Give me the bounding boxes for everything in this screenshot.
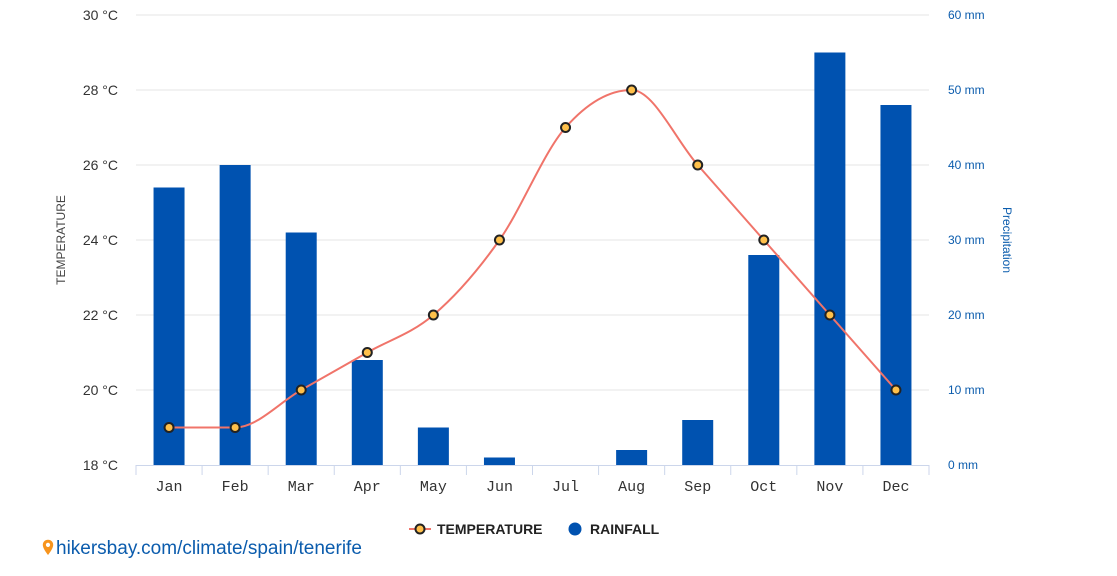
temperature-point-mar [295,384,307,396]
y-left-tick-label: 18 °C [83,457,118,473]
y-axis-right: 0 mm 10 mm 20 mm 30 mm 40 mm 50 mm 60 mm [948,8,985,472]
temperature-point-feb [229,422,241,433]
rainfall-bars [153,52,912,465]
x-tick-label: Feb [222,479,249,496]
y-right-tick-label: 60 mm [948,8,985,22]
y-right-tick-label: 50 mm [948,83,985,97]
temperature-point-dec [890,384,902,396]
x-tick-label: Sep [684,479,711,496]
grid-lines [136,14,929,391]
temperature-line-group [163,84,902,433]
y-axis-left: 18 °C 20 °C 22 °C 24 °C 26 °C 28 °C 30 °C [83,7,118,473]
y-left-tick-label: 24 °C [83,232,118,248]
y-right-tick-label: 30 mm [948,233,985,247]
temperature-point-apr [361,347,373,358]
rainfall-bar-nov [814,52,846,465]
x-tick-label: Aug [618,479,645,496]
legend: TEMPERATURE RAINFALL [409,521,660,537]
y-right-tick-label: 0 mm [948,458,978,472]
rainfall-bar-may [417,427,449,465]
temperature-point-oct [758,234,770,246]
x-tick-label: Dec [882,479,909,496]
y-right-tick-label: 40 mm [948,158,985,172]
temperature-point-aug [626,84,638,96]
rainfall-bar-oct [748,255,780,465]
dot-icon [568,522,582,536]
location-pin-icon [42,539,54,562]
legend-label-temperature: TEMPERATURE [437,521,543,537]
rainfall-bar-sep [682,420,714,465]
temperature-point-nov [824,309,836,321]
temperature-point-jun [493,234,505,246]
y-right-tick-label: 20 mm [948,308,985,322]
x-tick-label: Oct [750,479,777,496]
x-tick-label: Jan [156,479,183,496]
x-tick-label: Jun [486,479,513,496]
y-left-tick-label: 22 °C [83,307,118,323]
y-left-tick-label: 30 °C [83,7,118,23]
x-tick-label: Jul [552,479,579,496]
line-marker-icon [414,523,426,535]
rainfall-bar-feb [219,165,251,465]
y-axis-right-title: Precipitation [1000,207,1014,273]
source-link[interactable]: hikersbay.com/climate/spain/tenerife [42,538,362,562]
x-tick-label: Apr [354,479,381,496]
temperature-point-sep [692,159,704,171]
rainfall-bar-dec [880,105,912,465]
rainfall-bar-mar [285,232,317,465]
y-left-tick-label: 28 °C [83,82,118,98]
temperature-point-may [427,309,439,321]
rainfall-bar-apr [351,360,383,465]
y-left-tick-label: 26 °C [83,157,118,173]
temperature-line [169,88,897,429]
x-tick-label: Nov [816,479,843,496]
temperature-point-jan [163,422,175,433]
y-right-tick-label: 10 mm [948,383,985,397]
temperature-point-jul [560,122,572,133]
source-link-text: hikersbay.com/climate/spain/tenerife [56,538,362,559]
rainfall-bar-aug [616,450,648,465]
y-left-tick-label: 20 °C [83,382,118,398]
rainfall-bar-jan [153,187,185,465]
y-axis-left-title: TEMPERATURE [54,195,68,285]
rainfall-bar-jun [483,457,515,465]
legend-label-rainfall: RAINFALL [590,521,660,537]
x-axis: Jan Feb Mar Apr May Jun Jul Aug Sep Oct Nov Dec [135,465,930,496]
x-tick-label: Mar [288,479,315,496]
x-tick-label: May [420,479,447,496]
